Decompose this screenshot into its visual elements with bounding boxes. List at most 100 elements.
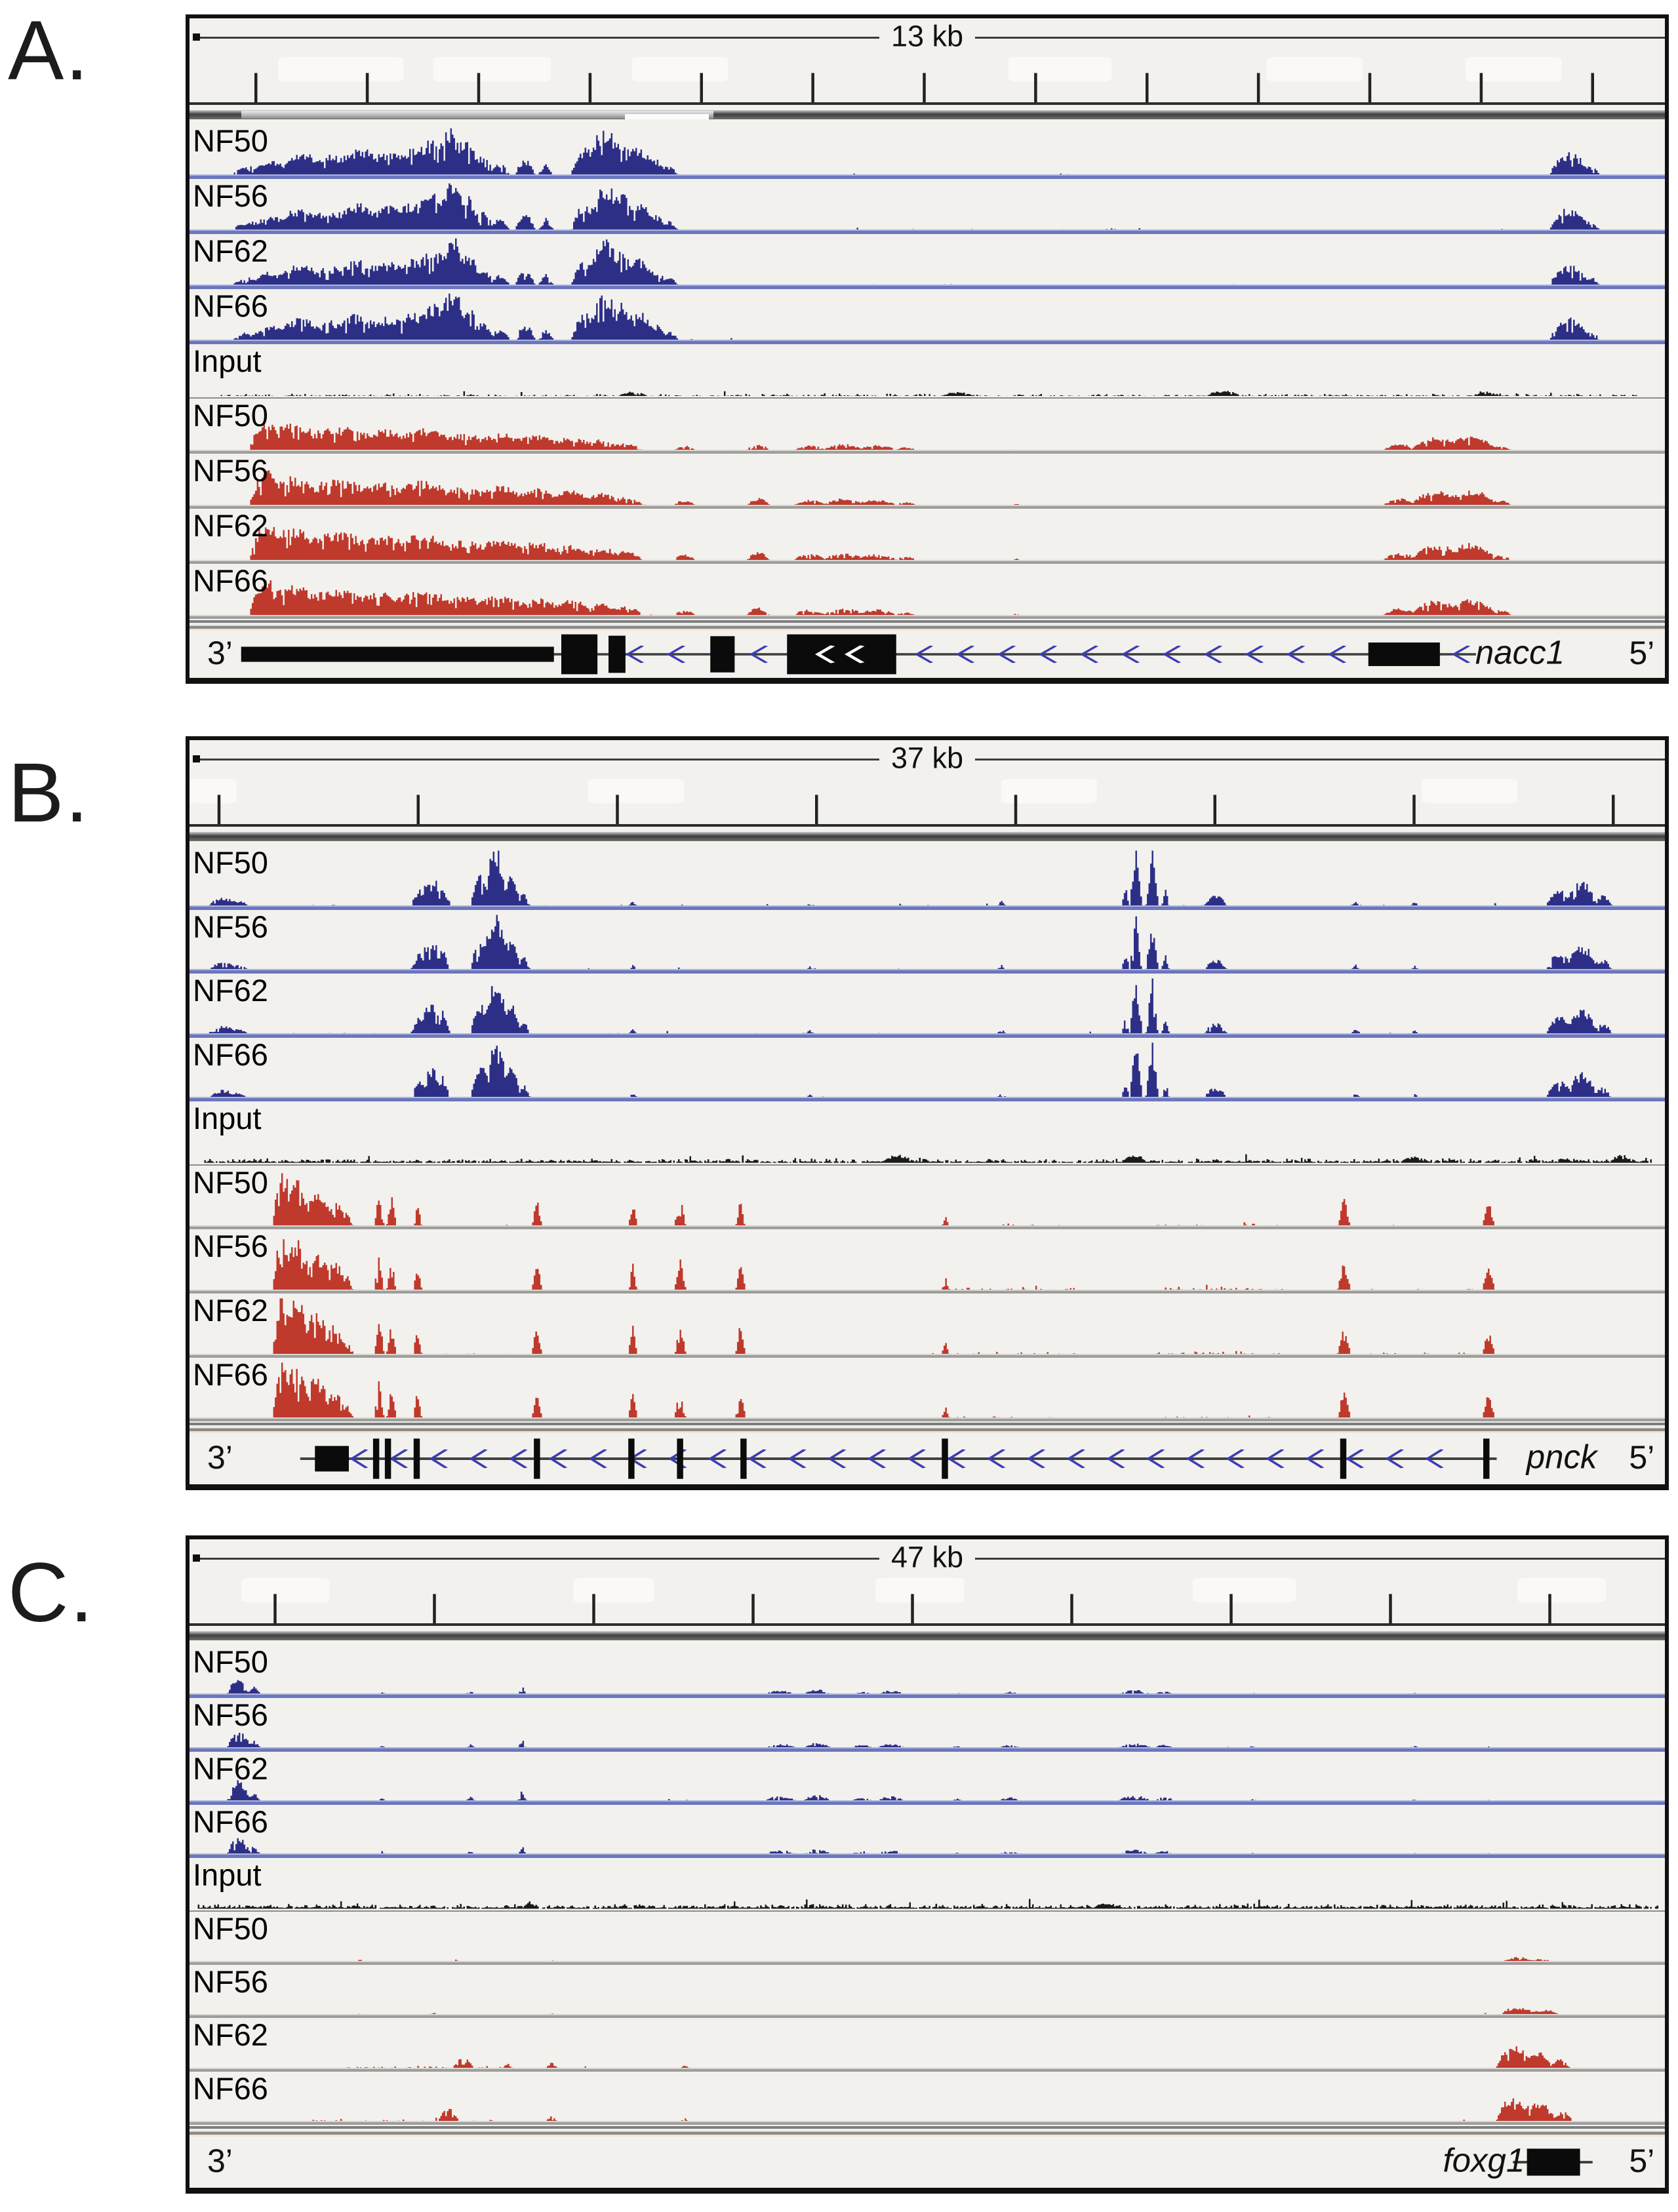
track-baseline bbox=[190, 1290, 1665, 1294]
track-nf56-blue: NF56 bbox=[190, 179, 1665, 234]
tracks-container: NF50 NF56 NF62 NF66 Input NF50 NF56 NF62 NF66 bbox=[190, 1645, 1665, 2125]
panel-a-letter: A. bbox=[8, 4, 90, 98]
track-label: Input bbox=[193, 1858, 262, 1893]
track-nf56-blue: NF56 bbox=[190, 1698, 1665, 1752]
gene-separator bbox=[190, 1421, 1665, 1433]
track-nf66-blue: NF66 bbox=[190, 1805, 1665, 1859]
prime3-label: 3’ bbox=[207, 635, 233, 671]
track-label: NF62 bbox=[193, 2018, 268, 2053]
track-nf56-red: NF56 bbox=[190, 1964, 1665, 2019]
track-baseline bbox=[190, 1910, 1665, 1912]
track-baseline bbox=[190, 1354, 1665, 1358]
track-label: NF62 bbox=[193, 509, 268, 543]
signal-area-blue bbox=[190, 128, 1665, 176]
track-baseline bbox=[190, 230, 1665, 234]
signal-area-blue bbox=[190, 1680, 1665, 1696]
track-baseline bbox=[190, 397, 1665, 399]
signal-area-blue bbox=[190, 915, 1665, 972]
signal-area-red bbox=[190, 1362, 1665, 1419]
panel-a: 13 kb NF50 NF56 NF62 NF66 Input NF50 NF56 NF62 N… bbox=[186, 14, 1669, 684]
ruler-ticks bbox=[241, 1577, 1606, 1623]
prime3-label: 3’ bbox=[207, 2143, 233, 2179]
panel-c-letter: C. bbox=[8, 1546, 94, 1640]
scale-row: 37 kb bbox=[190, 740, 1665, 777]
signal-area-black bbox=[190, 1899, 1665, 1909]
gene-name-label: nacc1 bbox=[1475, 633, 1565, 671]
track-label: NF50 bbox=[193, 846, 268, 880]
ruler-ticks bbox=[254, 56, 1594, 102]
horizontal-scrollbar[interactable] bbox=[190, 1631, 1665, 1640]
track-baseline bbox=[190, 1098, 1665, 1102]
signal-area-blue bbox=[190, 978, 1665, 1035]
track-nf50-blue: NF50 bbox=[190, 846, 1665, 910]
track-baseline bbox=[190, 2068, 1665, 2072]
track-label: Input bbox=[193, 1101, 262, 1136]
signal-area-red bbox=[190, 1956, 1665, 1962]
signal-area-black bbox=[190, 1154, 1665, 1163]
track-baseline bbox=[190, 1855, 1665, 1859]
track-nf62-red: NF62 bbox=[190, 2018, 1665, 2072]
gene-model bbox=[1513, 2148, 1593, 2176]
track-nf62-red: NF62 bbox=[190, 1294, 1665, 1358]
track-label: NF62 bbox=[193, 1751, 268, 1786]
track-nf50-blue: NF50 bbox=[190, 124, 1665, 179]
track-baseline bbox=[190, 970, 1665, 974]
gene-row: 3’ nacc1 5’ bbox=[190, 631, 1665, 678]
track-baseline bbox=[190, 561, 1665, 564]
signal-area-red bbox=[190, 422, 1665, 452]
signal-area-blue bbox=[190, 1838, 1665, 1856]
horizontal-scrollbar[interactable] bbox=[190, 832, 1665, 841]
signal-area-red bbox=[190, 580, 1665, 617]
track-label: NF50 bbox=[193, 399, 268, 433]
track-baseline bbox=[190, 906, 1665, 910]
track-label: NF50 bbox=[193, 1645, 268, 1679]
signal-area-blue bbox=[190, 183, 1665, 231]
signal-area-blue bbox=[190, 1042, 1665, 1099]
track-baseline bbox=[190, 1962, 1665, 1965]
gene-name-label: foxg1 bbox=[1443, 2141, 1525, 2179]
horizontal-scrollbar[interactable] bbox=[190, 110, 1665, 119]
gene-row: 3’ pnck 5’ bbox=[190, 1433, 1665, 1484]
panel-b-letter: B. bbox=[8, 746, 90, 840]
signal-area-red bbox=[190, 1239, 1665, 1291]
track-label: NF66 bbox=[193, 1357, 268, 1392]
scale-label: 13 kb bbox=[879, 20, 976, 52]
track-label: Input bbox=[193, 344, 262, 378]
track-label: NF50 bbox=[193, 124, 268, 158]
signal-area-red bbox=[190, 1173, 1665, 1227]
prime5-label: 5’ bbox=[1629, 1439, 1655, 1476]
track-nf62-red: NF62 bbox=[190, 509, 1665, 564]
track-baseline bbox=[190, 1748, 1665, 1752]
signal-area-blue bbox=[190, 238, 1665, 286]
track-nf50-blue: NF50 bbox=[190, 1645, 1665, 1699]
tracks-container: NF50 NF56 NF62 NF66 Input NF50 NF56 NF62 NF66 bbox=[190, 124, 1665, 620]
track-baseline bbox=[190, 1695, 1665, 1699]
track-label: NF50 bbox=[193, 1911, 268, 1946]
scale-row: 13 kb bbox=[190, 18, 1665, 55]
signal-area-blue bbox=[190, 850, 1665, 907]
track-nf56-red: NF56 bbox=[190, 1229, 1665, 1294]
scale-line-start-marker bbox=[193, 33, 200, 41]
signal-area-blue bbox=[190, 1733, 1665, 1749]
track-nf66-blue: NF66 bbox=[190, 1038, 1665, 1102]
prime5-label: 5’ bbox=[1629, 2143, 1655, 2179]
track-nf66-blue: NF66 bbox=[190, 289, 1665, 344]
track-label: NF56 bbox=[193, 454, 268, 488]
scale-line-start-marker bbox=[193, 1554, 200, 1562]
signal-area-red bbox=[190, 1298, 1665, 1355]
track-baseline bbox=[190, 340, 1665, 344]
track-label: NF56 bbox=[193, 178, 268, 213]
ruler bbox=[190, 1576, 1665, 1626]
gene-separator bbox=[190, 619, 1665, 631]
signal-area-blue bbox=[190, 1780, 1665, 1802]
scrollbar-thumb[interactable] bbox=[241, 111, 713, 119]
track-label: NF56 bbox=[193, 909, 268, 944]
track-nf56-blue: NF56 bbox=[190, 910, 1665, 974]
track-baseline bbox=[190, 451, 1665, 454]
scale-line-start-marker bbox=[193, 755, 200, 763]
track-label: NF56 bbox=[193, 1964, 268, 1999]
track-input-black: Input bbox=[190, 344, 1665, 399]
track-baseline bbox=[190, 506, 1665, 509]
track-label: NF66 bbox=[193, 564, 268, 599]
track-nf62-blue: NF62 bbox=[190, 1752, 1665, 1805]
